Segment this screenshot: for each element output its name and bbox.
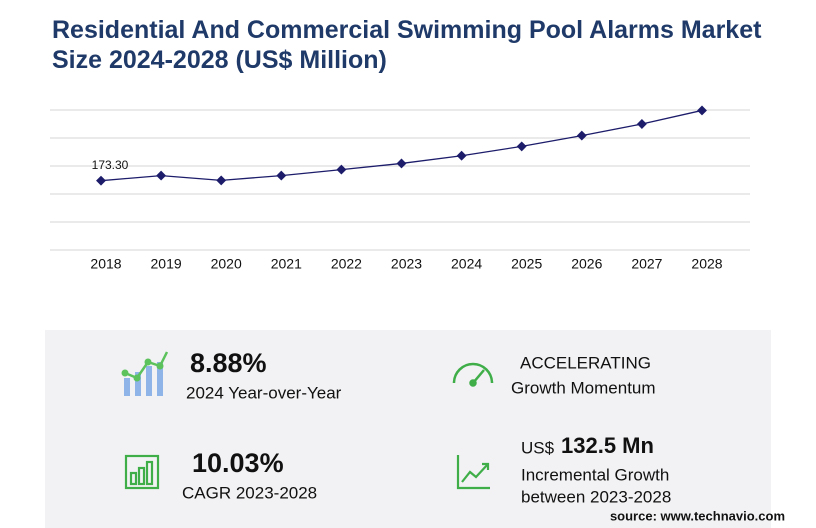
marker [336,164,347,175]
stat-label: CAGR 2023-2028 [182,483,317,502]
marker [216,175,227,186]
x-tick-label: 2022 [331,256,362,272]
marker [156,170,167,181]
chart-title: Size 2024-2028 (US$ Million) [52,46,387,74]
x-tick-label: 2027 [631,256,662,272]
marker [697,105,707,116]
icon-growth [456,455,490,490]
stat-label: Incremental Growth [521,465,669,484]
stat-label: 2024 Year-over-Year [186,383,342,402]
stat-value: 132.5 Mn [561,433,654,458]
marker [396,158,407,169]
x-tick-label: 2021 [271,256,302,272]
stat-value: 10.03% [192,448,284,478]
marker [96,175,106,186]
x-tick-label: 2026 [571,256,602,272]
stats-panel [45,330,771,528]
marker [276,170,287,181]
x-tick-label: 2019 [151,256,182,272]
icon-bars [121,351,169,396]
stat-value: 8.88% [190,348,267,378]
marker [456,150,467,161]
marker [636,119,647,129]
marker [576,130,587,141]
icon-chart [124,454,160,490]
line [100,109,703,182]
stat-value: ACCELERATING [520,353,651,372]
x-tick-label: 2025 [511,256,542,272]
data-label: 173.30 [92,158,129,172]
stat-prefix: US$ [521,438,555,457]
chart-title: Residential And Commercial Swimming Pool… [52,16,762,44]
marker [516,141,527,152]
x-tick-label: 2023 [391,256,422,272]
stat-label: Growth Momentum [511,378,656,397]
stat-label: between 2023-2028 [521,487,671,506]
source: source: www.technavio.com [610,508,785,523]
x-tick-label: 2024 [451,256,482,272]
x-tick-label: 2028 [691,256,722,272]
plot: 2018 2019 2020 2021 2022 2023 2024 2025 2026 2027… [50,105,750,272]
icon-gauge [452,362,494,387]
x-tick-label: 2018 [90,256,121,272]
x-tick-label: 2020 [211,256,242,272]
